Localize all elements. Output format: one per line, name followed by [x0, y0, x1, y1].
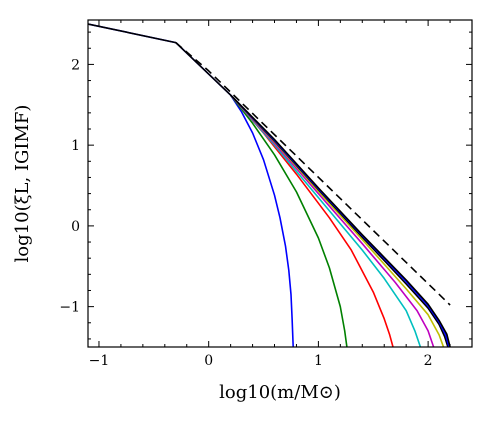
x-tick-label: 0: [204, 353, 213, 369]
series-line-3: [229, 94, 394, 347]
x-tick-label: −1: [89, 353, 110, 369]
plot-frame: [87, 19, 473, 348]
series-line-2: [229, 94, 348, 347]
series-line-5: [230, 94, 435, 347]
x-tick-label: 2: [424, 353, 433, 369]
series-line-4: [229, 94, 422, 347]
series-layer: [88, 23, 451, 347]
series-line-10: [175, 41, 451, 306]
x-axis-label: log10(m/M⊙): [219, 382, 341, 403]
tick-layer: −1 0 1 2 −1 0 1 2: [59, 20, 473, 369]
y-tick-label: 2: [71, 57, 80, 73]
y-tick-label: 1: [71, 138, 80, 154]
x-tick-label: 1: [314, 353, 323, 369]
y-tick-label: 0: [71, 219, 80, 235]
series-line-9: [88, 23, 451, 347]
y-axis-label: log10(ξL, IGIMF): [12, 105, 33, 263]
y-tick-label: −1: [59, 300, 80, 316]
series-line-1: [88, 23, 294, 347]
